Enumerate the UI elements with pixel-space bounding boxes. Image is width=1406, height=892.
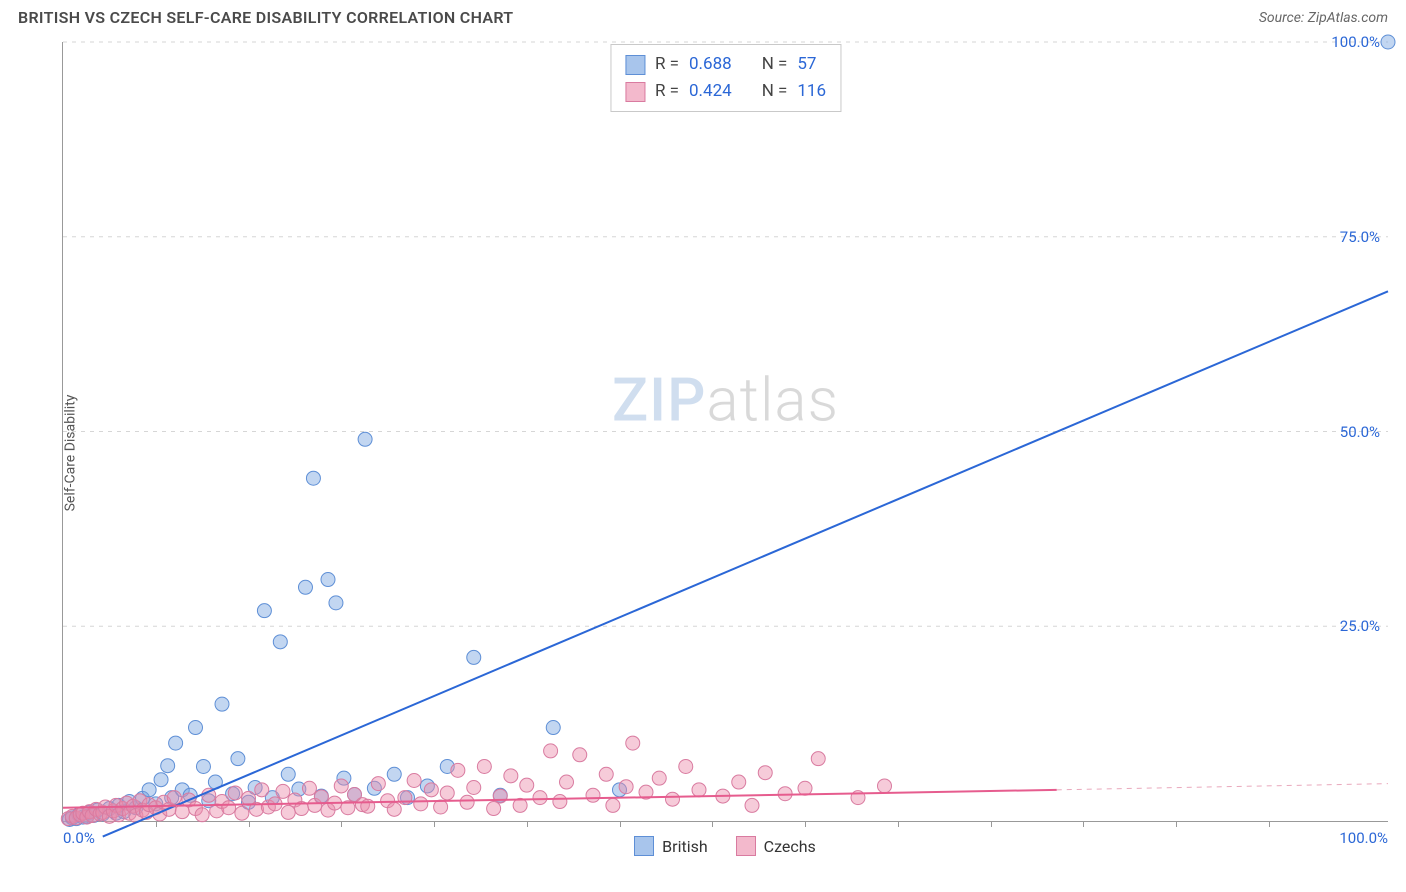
n-label: N = bbox=[762, 51, 788, 78]
legend-label: British bbox=[662, 837, 707, 856]
series-legend: British Czechs bbox=[62, 836, 1388, 856]
swatch-british bbox=[625, 55, 645, 75]
r-label: R = bbox=[655, 51, 679, 78]
trendline-british bbox=[103, 291, 1388, 836]
legend-row-czechs: R = 0.424 N = 116 bbox=[625, 78, 826, 105]
y-tick-label: 25.0% bbox=[1340, 617, 1380, 635]
chart-container: Self-Care Disability ZIPatlas R =0.688N … bbox=[18, 42, 1388, 864]
legend-item-czechs: Czechs bbox=[736, 836, 816, 856]
chart-title: BRITISH VS CZECH SELF-CARE DISABILITY CO… bbox=[18, 8, 513, 27]
n-label: N = bbox=[762, 78, 788, 105]
n-value: 116 bbox=[797, 78, 826, 105]
swatch-british bbox=[634, 836, 654, 856]
swatch-czechs bbox=[736, 836, 756, 856]
trendline-layer bbox=[63, 42, 1388, 821]
y-tick-label: 100.0% bbox=[1331, 33, 1380, 51]
n-value: 57 bbox=[797, 51, 816, 78]
swatch-czechs bbox=[625, 82, 645, 102]
plot-area: ZIPatlas R =0.688N =57R =0.424N =116 25.… bbox=[62, 42, 1388, 822]
source-attribution: Source: ZipAtlas.com bbox=[1259, 10, 1388, 26]
legend-label: Czechs bbox=[764, 837, 816, 856]
legend-item-british: British bbox=[634, 836, 707, 856]
r-label: R = bbox=[655, 78, 679, 105]
r-value: 0.424 bbox=[689, 78, 732, 105]
y-tick-label: 50.0% bbox=[1340, 423, 1380, 441]
legend-row-british: R = 0.688 N = 57 bbox=[625, 51, 826, 78]
trendline-ext-czechs bbox=[1057, 784, 1388, 790]
y-tick-label: 75.0% bbox=[1340, 228, 1380, 246]
trendline-czechs bbox=[63, 790, 1057, 808]
r-value: 0.688 bbox=[689, 51, 732, 78]
correlation-legend: R = 0.688 N = 57 R = 0.424 N = 116 bbox=[610, 44, 841, 112]
